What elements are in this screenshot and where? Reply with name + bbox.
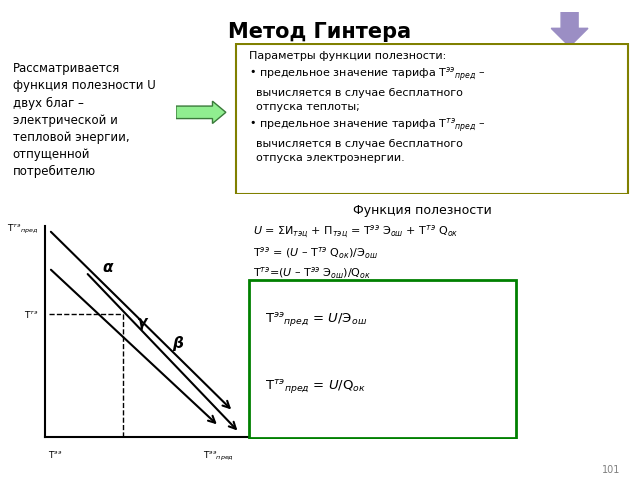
Text: 101: 101	[602, 465, 621, 475]
FancyBboxPatch shape	[236, 44, 628, 193]
Text: Т$^{ээ}$$_{пред}$ = $U$/Э$_{ош}$: Т$^{ээ}$$_{пред}$ = $U$/Э$_{ош}$	[266, 311, 367, 328]
Text: Функция полезности: Функция полезности	[353, 204, 492, 217]
FancyBboxPatch shape	[249, 280, 516, 438]
Text: γ: γ	[137, 315, 147, 330]
Text: α: α	[102, 260, 113, 275]
Text: Т$^{тэ}$=($U$ – Т$^{ээ}$ Э$_{ош}$)/Q$_{ок}$: Т$^{тэ}$=($U$ – Т$^{ээ}$ Э$_{ош}$)/Q$_{о…	[253, 265, 371, 280]
Text: β: β	[172, 336, 182, 351]
Text: T$^{ээ}$$_{пред}$: T$^{ээ}$$_{пред}$	[204, 449, 234, 463]
Text: Т$^{тэ}$$_{пред}$ = $U$/Q$_{ок}$: Т$^{тэ}$$_{пред}$ = $U$/Q$_{ок}$	[266, 378, 367, 396]
Text: Рассматривается
функция полезности U
двух благ –
электрической и
тепловой энерги: Рассматривается функция полезности U дву…	[13, 62, 156, 178]
FancyArrow shape	[176, 101, 226, 123]
Text: T$^{ээ}$: T$^{ээ}$	[48, 449, 62, 460]
Text: $U$ = ΣИ$_{тэц}$ + П$_{тэц}$ = Т$^{ээ}$ Э$_{ош}$ + Т$^{тэ}$ Q$_{ок}$: $U$ = ΣИ$_{тэц}$ + П$_{тэц}$ = Т$^{ээ}$ …	[253, 223, 458, 240]
Text: Т$^{ээ}$ = ($U$ – Т$^{тэ}$ Q$_{ок}$)/Э$_{ош}$: Т$^{ээ}$ = ($U$ – Т$^{тэ}$ Q$_{ок}$)/Э$_…	[253, 246, 378, 261]
Text: T$^{тэ}$$_{пред}$: T$^{тэ}$$_{пред}$	[8, 223, 38, 236]
Text: Параметры функции полезности:
• предельное значение тарифа Т$^{ээ}$$_{пред}$ –
 : Параметры функции полезности: • предельн…	[250, 51, 486, 163]
Text: Метод Гинтера: Метод Гинтера	[228, 22, 412, 42]
Text: T$^{тэ}$: T$^{тэ}$	[24, 309, 38, 320]
FancyArrow shape	[551, 12, 588, 47]
